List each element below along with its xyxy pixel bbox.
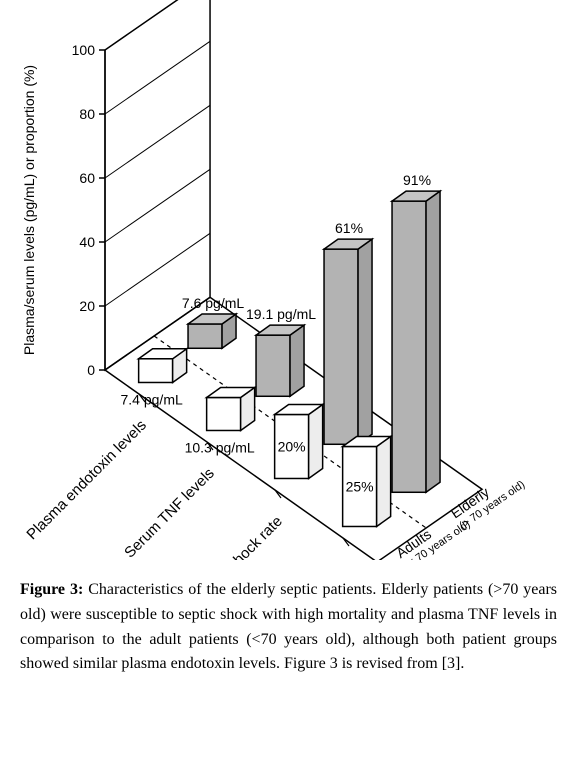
svg-text:91%: 91% [403,172,431,188]
svg-text:0: 0 [87,362,95,378]
svg-text:20: 20 [79,298,95,314]
svg-text:10.3 pg/mL: 10.3 pg/mL [185,439,255,455]
svg-text:25%: 25% [346,478,374,494]
svg-text:Plasma/serum levels (pg/mL) or: Plasma/serum levels (pg/mL) or proportio… [21,65,37,355]
figure-label: Figure 3: [20,581,83,598]
svg-text:60: 60 [79,170,95,186]
svg-text:80: 80 [79,106,95,122]
svg-text:61%: 61% [335,220,363,236]
svg-text:Plasma endotoxin levels: Plasma endotoxin levels [23,417,149,543]
svg-text:19.1 pg/mL: 19.1 pg/mL [246,306,316,322]
svg-text:100: 100 [72,42,96,58]
figure-text: Characteristics of the elderly septic pa… [20,581,557,672]
chart: 0 20 40 60 80 100 7.6 pg/mL19.1 pg/mL 61% 91% 7.4… [0,0,577,560]
svg-text:7.4 pg/mL: 7.4 pg/mL [121,391,183,407]
svg-text:40: 40 [79,234,95,250]
svg-text:Serum TNF levels: Serum TNF levels [121,465,218,560]
figure-caption: Figure 3: Characteristics of the elderly… [20,578,557,677]
svg-text:7.6 pg/mL: 7.6 pg/mL [182,295,244,311]
svg-text:20%: 20% [278,438,306,454]
